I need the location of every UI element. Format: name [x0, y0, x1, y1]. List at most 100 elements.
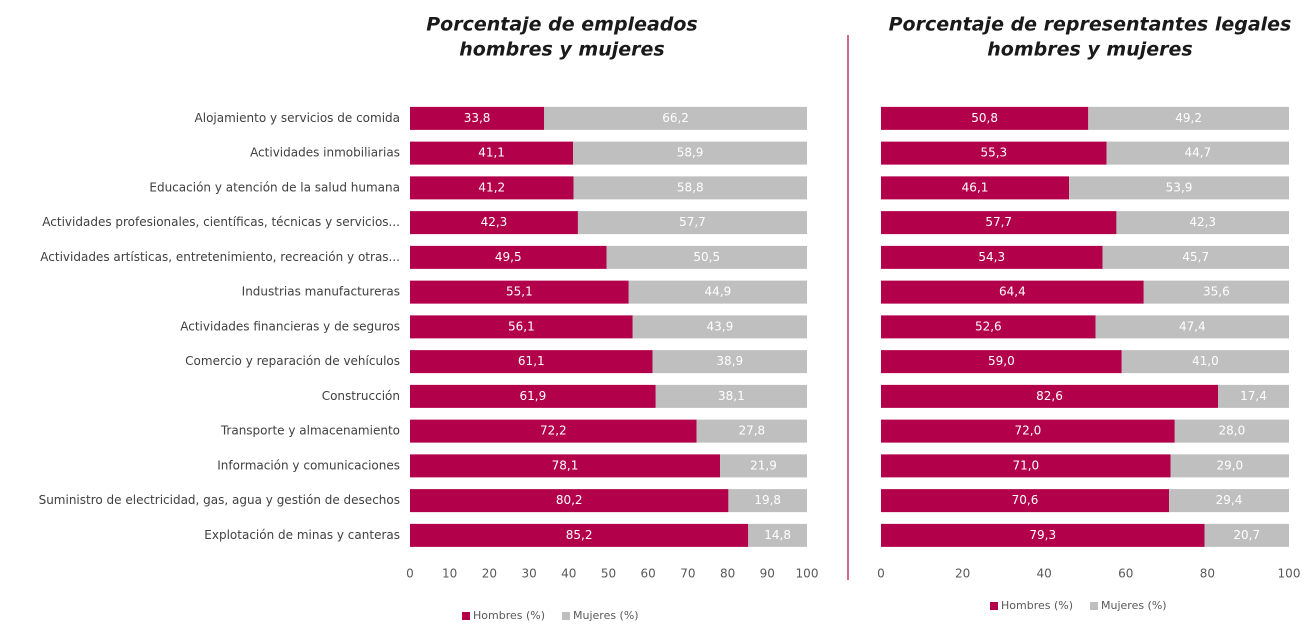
- category-label: Actividades financieras y de seguros: [180, 319, 400, 333]
- value-label: 78,1: [552, 458, 579, 472]
- legend-swatch: [1090, 602, 1098, 610]
- x-tick-label: 60: [1118, 567, 1133, 581]
- bar-segment: [881, 419, 1175, 443]
- value-label: 58,8: [677, 180, 704, 194]
- bar-segment: [881, 350, 1122, 374]
- value-label: 54,3: [978, 250, 1005, 264]
- legend-label: Mujeres (%): [1101, 599, 1167, 612]
- x-tick-label: 70: [680, 567, 695, 581]
- x-tick-label: 100: [796, 567, 819, 581]
- bar-segment: [410, 176, 574, 200]
- bar-segment: [881, 245, 1103, 269]
- category-label: Actividades inmobiliarias: [250, 146, 400, 160]
- value-label: 53,9: [1166, 180, 1193, 194]
- bar-segment: [1106, 141, 1289, 165]
- bar-segment: [410, 384, 656, 408]
- value-label: 49,5: [495, 250, 522, 264]
- bar-segment: [720, 454, 807, 478]
- x-tick-label: 0: [877, 567, 885, 581]
- legend-label: Mujeres (%): [573, 609, 639, 622]
- bar-segment: [606, 245, 807, 269]
- value-label: 44,7: [1184, 146, 1211, 160]
- value-label: 41,0: [1192, 354, 1219, 368]
- value-label: 41,2: [478, 180, 505, 194]
- bar-segment: [577, 211, 807, 235]
- value-label: 42,3: [1189, 215, 1216, 229]
- legend-swatch: [562, 612, 570, 620]
- bar-segment: [410, 141, 574, 165]
- value-label: 80,2: [556, 493, 583, 507]
- x-tick-label: 30: [521, 567, 536, 581]
- category-label: Suministro de electricidad, gas, agua y …: [39, 493, 400, 507]
- value-label: 70,6: [1012, 493, 1039, 507]
- category-label: Industrias manufactureras: [242, 285, 400, 299]
- bar-segment: [410, 419, 697, 443]
- bar-segment: [881, 176, 1070, 200]
- value-label: 43,9: [706, 319, 733, 333]
- legend-label: Hombres (%): [473, 609, 545, 622]
- value-label: 35,6: [1203, 285, 1230, 299]
- value-label: 79,3: [1029, 528, 1056, 542]
- bar-segment: [1169, 489, 1289, 513]
- bar-segment: [1116, 211, 1289, 235]
- value-label: 29,0: [1216, 458, 1243, 472]
- value-label: 20,7: [1233, 528, 1260, 542]
- chart-title: hombres y mujeres: [987, 39, 1192, 61]
- bar-segment: [1204, 523, 1289, 547]
- bar-segment: [410, 454, 721, 478]
- value-label: 57,7: [985, 215, 1012, 229]
- bar-segment: [410, 245, 607, 269]
- bar-segment: [410, 523, 749, 547]
- x-tick-label: 90: [760, 567, 775, 581]
- value-label: 49,2: [1175, 111, 1202, 125]
- bar-segment: [1069, 176, 1289, 200]
- bar-segment: [1095, 315, 1289, 339]
- x-tick-label: 100: [1278, 567, 1301, 581]
- value-label: 61,9: [520, 389, 547, 403]
- x-tick-label: 40: [561, 567, 576, 581]
- x-tick-label: 0: [406, 567, 414, 581]
- bar-segment: [632, 315, 807, 339]
- value-label: 17,4: [1240, 389, 1267, 403]
- x-tick-label: 20: [955, 567, 970, 581]
- value-label: 29,4: [1216, 493, 1243, 507]
- value-label: 58,9: [677, 146, 704, 160]
- bar-segment: [881, 315, 1096, 339]
- bar-segment: [410, 315, 633, 339]
- value-label: 85,2: [566, 528, 593, 542]
- value-label: 38,1: [718, 389, 745, 403]
- bar-segment: [544, 106, 807, 130]
- value-label: 72,2: [540, 424, 567, 438]
- bar-segment: [410, 350, 653, 374]
- value-label: 19,8: [754, 493, 781, 507]
- bar-segment: [881, 106, 1089, 130]
- category-label: Alojamiento y servicios de comida: [195, 111, 400, 125]
- bar-segment: [696, 419, 807, 443]
- category-label: Explotación de minas y canteras: [204, 528, 400, 542]
- category-label: Educación y atención de la salud humana: [149, 180, 400, 194]
- bar-segment: [410, 106, 545, 130]
- bar-segment: [573, 176, 807, 200]
- value-label: 41,1: [478, 146, 505, 160]
- bar-segment: [573, 141, 807, 165]
- x-tick-label: 20: [482, 567, 497, 581]
- value-label: 14,8: [764, 528, 791, 542]
- bar-segment: [410, 489, 729, 513]
- chart-title: Porcentaje de empleados: [426, 14, 698, 36]
- x-tick-label: 10: [442, 567, 457, 581]
- bar-segment: [881, 211, 1117, 235]
- bar-segment: [881, 384, 1219, 408]
- value-label: 59,0: [988, 354, 1015, 368]
- bar-segment: [881, 523, 1205, 547]
- category-label: Actividades artísticas, entretenimiento,…: [40, 250, 400, 264]
- x-tick-label: 80: [720, 567, 735, 581]
- bar-segment: [652, 350, 807, 374]
- legend-label: Hombres (%): [1001, 599, 1073, 612]
- value-label: 33,8: [464, 111, 491, 125]
- category-label: Construcción: [322, 389, 400, 403]
- category-label: Actividades profesionales, científicas, …: [42, 215, 400, 229]
- bar-segment: [655, 384, 807, 408]
- value-label: 72,0: [1015, 424, 1042, 438]
- value-label: 27,8: [738, 424, 765, 438]
- value-label: 45,7: [1182, 250, 1209, 264]
